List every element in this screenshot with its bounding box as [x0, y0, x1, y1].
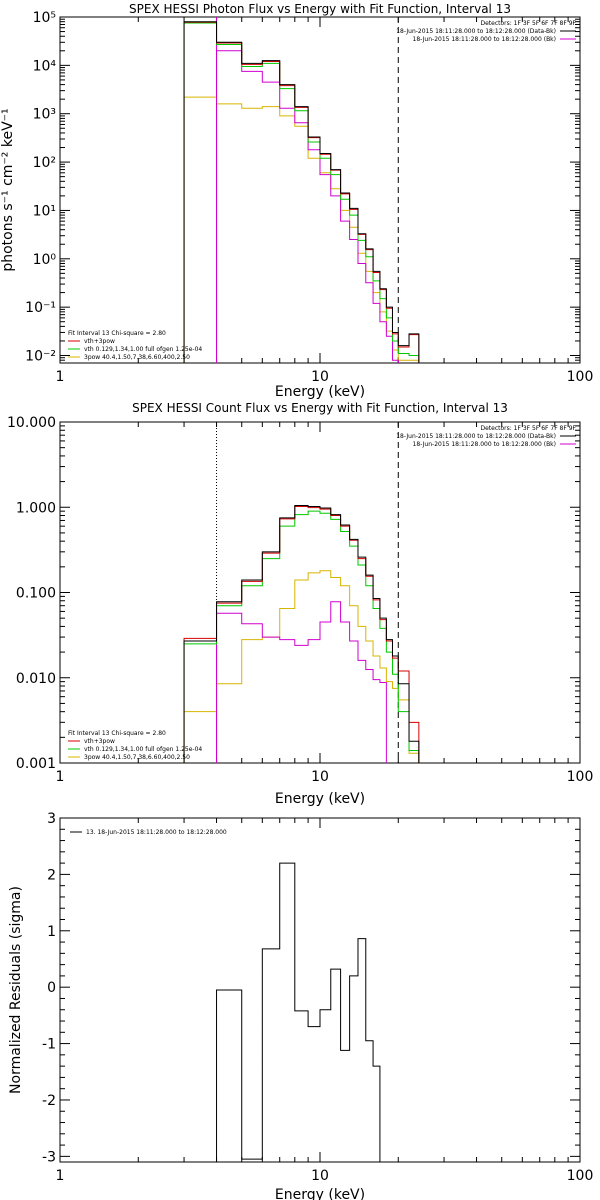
time-range-label: 18-Jun-2015 18:11:28.000 to 18:12:28.000…	[413, 36, 556, 43]
y-tick-label: 0.010	[16, 671, 56, 687]
y-tick-label: 1	[47, 924, 56, 940]
series-line-red	[183, 506, 420, 763]
x-tick-label: 100	[567, 1168, 594, 1184]
fit-legend-title: Fit Interval 13 Chi-square = 2.80	[68, 330, 166, 337]
fit-legend-label: vth 0.129,1.34,1.00 full ofgen 1.25e-04	[84, 346, 202, 353]
x-tick-label: 100	[567, 369, 594, 385]
y-axis-label: Normalized Residuals (sigma)	[8, 886, 24, 1094]
time-range-label: 18-Jun-2015 18:11:28.000 to 18:12:28.000…	[396, 433, 556, 440]
plot-frame	[59, 16, 581, 364]
y-tick-label: 1.000	[16, 500, 56, 516]
series-line-green	[183, 510, 420, 763]
y-tick-label: -3	[42, 1149, 56, 1165]
detectors-label: Detectors: 1F 3F 5F 6F 7F 8F 9F	[480, 425, 576, 432]
y-axis-label: photons s⁻¹ cm⁻² keV⁻¹	[0, 108, 16, 271]
x-tick-label: 1	[56, 1168, 65, 1184]
fit-legend-title: Fit Interval 13 Chi-square = 2.80	[68, 730, 166, 737]
y-tick-label: 0.100	[16, 586, 56, 602]
series-line-black	[216, 862, 381, 1162]
x-tick-label: 10	[311, 769, 329, 785]
fit-legend-label: 3pow 40.4,1.50,7.38,6.60,400,2.50	[84, 754, 190, 761]
series-line-black	[183, 504, 420, 763]
x-tick-label: 1	[56, 369, 65, 385]
y-tick-label: 10⁻¹	[25, 300, 56, 316]
time-range-label: 18-Jun-2015 18:11:28.000 to 18:12:28.000…	[396, 28, 556, 35]
y-tick-label: 10⁻²	[25, 349, 56, 365]
y-tick-label: 10⁴	[33, 58, 57, 74]
y-tick-label: -2	[42, 1093, 56, 1109]
residual-legend-label: 13. 18-Jun-2015 18:11:28.000 to 18:12:28…	[86, 829, 227, 836]
x-tick-label: 10	[311, 1168, 329, 1184]
series-line-magenta	[216, 50, 399, 363]
detectors-label: Detectors: 1F 3F 5F 6F 7F 8F 9F	[480, 20, 576, 27]
y-tick-label: 10³	[33, 107, 56, 123]
chart-panel-1: SPEX HESSI Photon Flux vs Energy with Fi…	[0, 2, 593, 400]
chart-title: SPEX HESSI Photon Flux vs Energy with Fi…	[129, 2, 511, 16]
y-tick-label: 0	[47, 980, 56, 996]
plot-frame	[59, 817, 581, 1163]
y-tick-label: 10¹	[33, 203, 56, 219]
y-tick-label: 10²	[33, 155, 56, 171]
y-tick-label: 0.001	[16, 756, 56, 772]
chart-title: SPEX HESSI Count Flux vs Energy with Fit…	[132, 401, 508, 415]
x-tick-label: 10	[311, 369, 329, 385]
x-axis-label: Energy (keV)	[275, 791, 365, 807]
series-line-yellow	[183, 570, 420, 763]
y-tick-label: 3	[47, 811, 56, 827]
fit-legend-label: vth+3pow	[84, 338, 115, 345]
fit-legend-label: vth+3pow	[84, 738, 115, 745]
plot-frame	[59, 421, 581, 764]
y-tick-label: 10⁰	[33, 252, 57, 268]
series-line-black	[183, 21, 420, 363]
y-tick-label: 10.000	[7, 415, 56, 431]
time-range-label: 18-Jun-2015 18:11:28.000 to 18:12:28.000…	[413, 441, 556, 448]
x-axis-label: Energy (keV)	[275, 1187, 365, 1200]
y-tick-label: -1	[42, 1037, 56, 1053]
y-tick-label: 2	[47, 867, 56, 883]
series-line-magenta	[216, 601, 387, 763]
x-tick-label: 100	[567, 769, 594, 785]
x-tick-label: 1	[56, 769, 65, 785]
x-axis-label: Energy (keV)	[275, 384, 365, 400]
series-line-yellow	[183, 96, 420, 363]
fit-legend-label: vth 0.129,1.34,1.00 full ofgen 1.25e-04	[84, 746, 202, 753]
fit-legend-label: 3pow 40.4,1.50,7.38,6.60,400,2.50	[84, 354, 190, 361]
y-tick-label: 10⁵	[33, 10, 56, 26]
chart-panel-2: SPEX HESSI Count Flux vs Energy with Fit…	[7, 401, 593, 807]
